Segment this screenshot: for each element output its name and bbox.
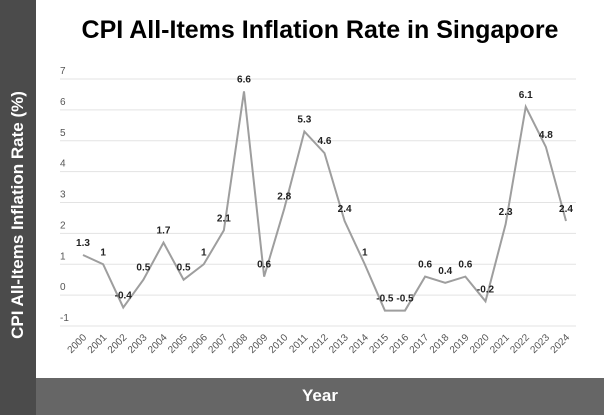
x-tick-label: 2010 <box>267 332 291 356</box>
x-tick-label: 2023 <box>528 332 552 356</box>
data-label: 2.8 <box>277 192 291 203</box>
y-tick-label: -1 <box>60 313 69 324</box>
y-tick-label: 4 <box>60 159 66 170</box>
x-tick-label: 2009 <box>247 332 271 356</box>
data-label: 6.1 <box>519 90 533 101</box>
x-tick-label: 2017 <box>408 332 432 356</box>
data-label: 5.3 <box>297 114 311 125</box>
y-tick-label: 1 <box>60 251 66 262</box>
data-label: 0.6 <box>458 260 472 271</box>
data-label: -0.2 <box>477 284 495 295</box>
y-tick-label: 5 <box>60 128 66 139</box>
y-tick-label: 3 <box>60 190 66 201</box>
data-label: -0.5 <box>376 294 394 305</box>
x-tick-label: 2011 <box>288 332 311 355</box>
data-label: 4.8 <box>539 130 553 141</box>
x-tick-label: 2003 <box>126 332 150 356</box>
chart-title: CPI All-Items Inflation Rate in Singapor… <box>81 16 559 44</box>
data-label: 1 <box>201 247 207 258</box>
data-label: 0.5 <box>177 263 191 274</box>
x-tick-label: 2008 <box>227 332 251 356</box>
y-tick-label: 2 <box>60 220 66 231</box>
y-tick-label: 0 <box>60 282 66 293</box>
data-label: 2.4 <box>559 204 573 215</box>
data-label: 0.5 <box>136 263 150 274</box>
x-tick-label: 2007 <box>206 332 230 356</box>
data-label: 0.4 <box>438 266 452 277</box>
x-tick-label: 2001 <box>86 332 110 356</box>
x-tick-label: 2012 <box>307 332 331 356</box>
data-label: 0.6 <box>257 260 271 271</box>
data-label: 1.7 <box>157 226 171 237</box>
data-label: 4.6 <box>318 136 332 147</box>
x-tick-label: 2004 <box>146 332 170 356</box>
x-tick-label: 2005 <box>166 332 190 356</box>
x-tick-label: 2016 <box>388 332 412 356</box>
x-tick-label: 2024 <box>549 332 573 356</box>
x-tick-label: 2000 <box>66 332 90 356</box>
data-label: 2.4 <box>338 204 352 215</box>
x-tick-label: 2006 <box>186 332 210 356</box>
data-label: 0.6 <box>418 260 432 271</box>
x-tick-label: 2015 <box>367 332 391 356</box>
data-label: 2.1 <box>217 213 231 224</box>
y-tick-label: 7 <box>60 66 66 77</box>
data-label: 1 <box>100 247 106 258</box>
x-axis-label: Year <box>302 386 338 405</box>
data-label: 6.6 <box>237 74 251 85</box>
data-label: 2.3 <box>499 207 513 218</box>
x-tick-label: 2019 <box>448 332 472 356</box>
x-tick-label: 2020 <box>468 332 492 356</box>
y-axis-label-band <box>0 0 36 415</box>
series-line <box>82 91 567 312</box>
data-label: -0.5 <box>396 294 414 305</box>
x-tick-label: 2021 <box>488 332 512 356</box>
x-tick-label: 2013 <box>327 332 351 356</box>
data-label: -0.4 <box>115 290 133 301</box>
data-label: 1 <box>362 247 368 258</box>
data-label: 1.3 <box>76 238 90 249</box>
x-tick-label: 2014 <box>347 332 371 356</box>
x-tick-label: 2002 <box>106 332 130 356</box>
y-tick-label: 6 <box>60 97 66 108</box>
x-axis-label-band <box>36 378 604 415</box>
x-tick-label: 2018 <box>428 332 452 356</box>
x-tick-label: 2022 <box>508 332 532 356</box>
